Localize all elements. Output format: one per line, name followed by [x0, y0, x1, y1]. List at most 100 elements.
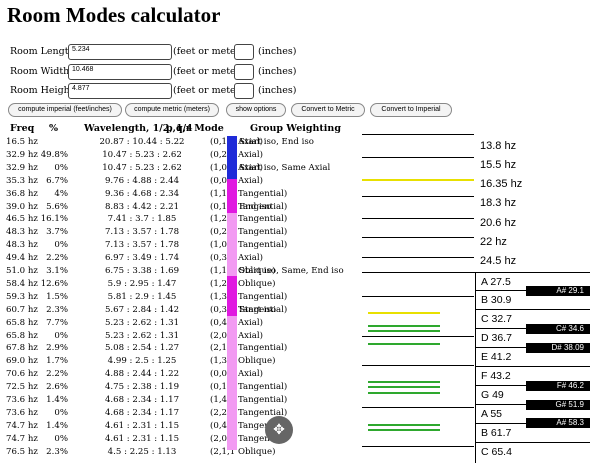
- room-height-inches-input[interactable]: [234, 83, 254, 99]
- room-height-input[interactable]: 4.877: [68, 83, 172, 99]
- weighting-cell: Start iso: [239, 304, 277, 315]
- wavelength-cell: 8.83 : 4.42 : 2.21: [104, 201, 180, 212]
- wavelength-cell: 4.68 : 2.34 : 1.17: [104, 395, 180, 405]
- room-length-inches-input[interactable]: [234, 44, 254, 60]
- mode-cell: (0,1,2 Tangential): [210, 382, 288, 393]
- compute-metric-button[interactable]: compute metric (meters): [125, 103, 219, 117]
- room-length-label: Room Length:: [10, 46, 78, 57]
- wavelength-header: Wavelength, 1/2, 1/4: [84, 123, 193, 134]
- white-key: C 65.4: [475, 442, 590, 463]
- wavelength-cell: 4.61 : 2.31 : 1.15: [104, 420, 180, 431]
- axial-bar: [227, 136, 237, 180]
- room-height-inches-unit: (inches): [258, 85, 297, 96]
- group-weighting-header: Group Weighting: [250, 123, 341, 134]
- freq-line: [362, 336, 474, 337]
- room-width-inches-unit: (inches): [258, 66, 297, 77]
- pct-cell: 49.8%: [40, 149, 68, 160]
- wavelength-cell: 4.61 : 2.31 : 1.15: [104, 433, 180, 444]
- hz-label: 22 hz: [480, 236, 507, 248]
- pct-cell: 2.3%: [46, 304, 68, 315]
- freq-line-yellow: [368, 312, 440, 314]
- hz-line: [362, 157, 474, 158]
- freq-line: [362, 407, 474, 408]
- freq-cell: 58.4 hz: [6, 278, 38, 289]
- show-options-button[interactable]: show options: [226, 103, 286, 117]
- pct-cell: 0%: [54, 433, 68, 444]
- pct-cell: 2.6%: [46, 382, 68, 393]
- mode-cell: (0,3,1 Tangential): [210, 304, 288, 315]
- pct-cell: 1.7%: [46, 356, 68, 367]
- pct-cell: 0%: [54, 162, 68, 173]
- wavelength-cell: 6.75 : 3.38 : 1.69: [104, 266, 180, 276]
- wavelength-cell: 6.97 : 3.49 : 1.74: [104, 253, 180, 264]
- hz-line: [362, 237, 474, 238]
- mode-cell: (0,1,1 Tangential): [210, 201, 288, 212]
- pct-cell: 12.6%: [40, 278, 68, 289]
- tangential-bar-2: [227, 276, 237, 316]
- room-width-inches-input[interactable]: [234, 64, 254, 80]
- mode-cell: (1,4,0 Tangential): [210, 395, 288, 405]
- convert-to-metric-button[interactable]: Convert to Metric: [291, 103, 365, 117]
- pct-cell: 4%: [54, 188, 68, 199]
- hz-label: 24.5 hz: [480, 255, 517, 267]
- freq-line-green: [368, 325, 440, 327]
- white-key: B 61.7: [475, 423, 590, 444]
- black-key: G# 51.9: [526, 400, 590, 410]
- wavelength-cell: 7.41 : 3.7 : 1.85: [107, 214, 177, 225]
- hz-label: 13.8 hz: [480, 140, 517, 152]
- mode-cell: (0,4,1 Tangential): [210, 420, 288, 431]
- pct-cell: 0%: [54, 240, 68, 251]
- freq-line: [362, 296, 474, 297]
- mode-cell: (2,1,0 Tangential): [210, 343, 288, 354]
- pct-cell: 7.7%: [46, 317, 68, 328]
- pct-cell: 3.1%: [46, 266, 68, 276]
- black-key: A# 29.1: [526, 286, 590, 296]
- room-length-unit: (feet or meters): [173, 46, 249, 57]
- wavelength-cell: 9.76 : 4.88 : 2.44: [104, 175, 180, 186]
- hz-line: [362, 196, 474, 197]
- pct-cell: 1.5%: [46, 291, 68, 302]
- room-length-input[interactable]: 5.234: [68, 44, 172, 60]
- freq-cell: 74.7 hz: [6, 433, 38, 444]
- convert-to-imperial-button[interactable]: Convert to Imperial: [370, 103, 452, 117]
- wavelength-cell: 4.88 : 2.44 : 1.22: [104, 369, 180, 380]
- pct-cell: 5.6%: [46, 201, 68, 212]
- wavelength-cell: 10.47 : 5.23 : 2.62: [102, 149, 182, 160]
- freq-line-green: [368, 343, 440, 345]
- hz-label: 16.35 hz: [480, 178, 523, 190]
- freq-cell: 49.4 hz: [6, 253, 38, 264]
- compute-imperial-button[interactable]: compute imperial (feet/inches): [8, 103, 122, 117]
- pct-cell: 0%: [54, 330, 68, 341]
- freq-cell: 74.7 hz: [6, 420, 38, 431]
- freq-cell: 32.9 hz: [6, 149, 38, 160]
- freq-line: [362, 365, 474, 366]
- hz-line-yellow: [362, 179, 474, 181]
- freq-line-green: [368, 424, 440, 426]
- move-arrows-icon[interactable]: ✥: [265, 416, 293, 444]
- freq-cell: 48.3 hz: [6, 227, 38, 238]
- wavelength-cell: 7.13 : 3.57 : 1.78: [104, 240, 180, 251]
- black-key: F# 46.2: [526, 381, 590, 391]
- black-key: A# 58.3: [526, 418, 590, 428]
- mode-cell: (1,0,1 Tangential): [210, 240, 288, 251]
- wavelength-cell: 4.99 : 2.5 : 1.25: [107, 356, 177, 367]
- room-width-unit: (feet or meters): [173, 66, 249, 77]
- wavelength-cell: 10.47 : 5.23 : 2.62: [102, 162, 182, 173]
- mode-cell: (2,2,0 Tangential): [210, 407, 288, 418]
- piano-keyboard: A 27.5 B 30.9 C 32.7 D 36.7 E 41.2 F 43.…: [475, 272, 590, 463]
- room-width-input[interactable]: 10.468: [68, 64, 172, 80]
- weighting-cell: End iso: [239, 201, 272, 212]
- room-width-label: Room Width:: [10, 66, 73, 77]
- pct-cell: 1.4%: [46, 395, 68, 405]
- pct-cell: 3.7%: [46, 227, 68, 238]
- pct-cell: 2.2%: [46, 253, 68, 264]
- freq-cell: 69.0 hz: [6, 356, 38, 367]
- mode-cell: (1,2,0 Tangential): [210, 214, 288, 225]
- freq-header: Freq: [10, 123, 35, 134]
- freq-cell: 67.8 hz: [6, 343, 38, 354]
- wavelength-cell: 9.36 : 4.68 : 2.34: [104, 188, 180, 199]
- wavelength-cell: 4.68 : 2.34 : 1.17: [104, 407, 180, 418]
- freq-cell: 60.7 hz: [6, 304, 38, 315]
- freq-line-green: [368, 330, 440, 332]
- hz-line: [362, 134, 474, 135]
